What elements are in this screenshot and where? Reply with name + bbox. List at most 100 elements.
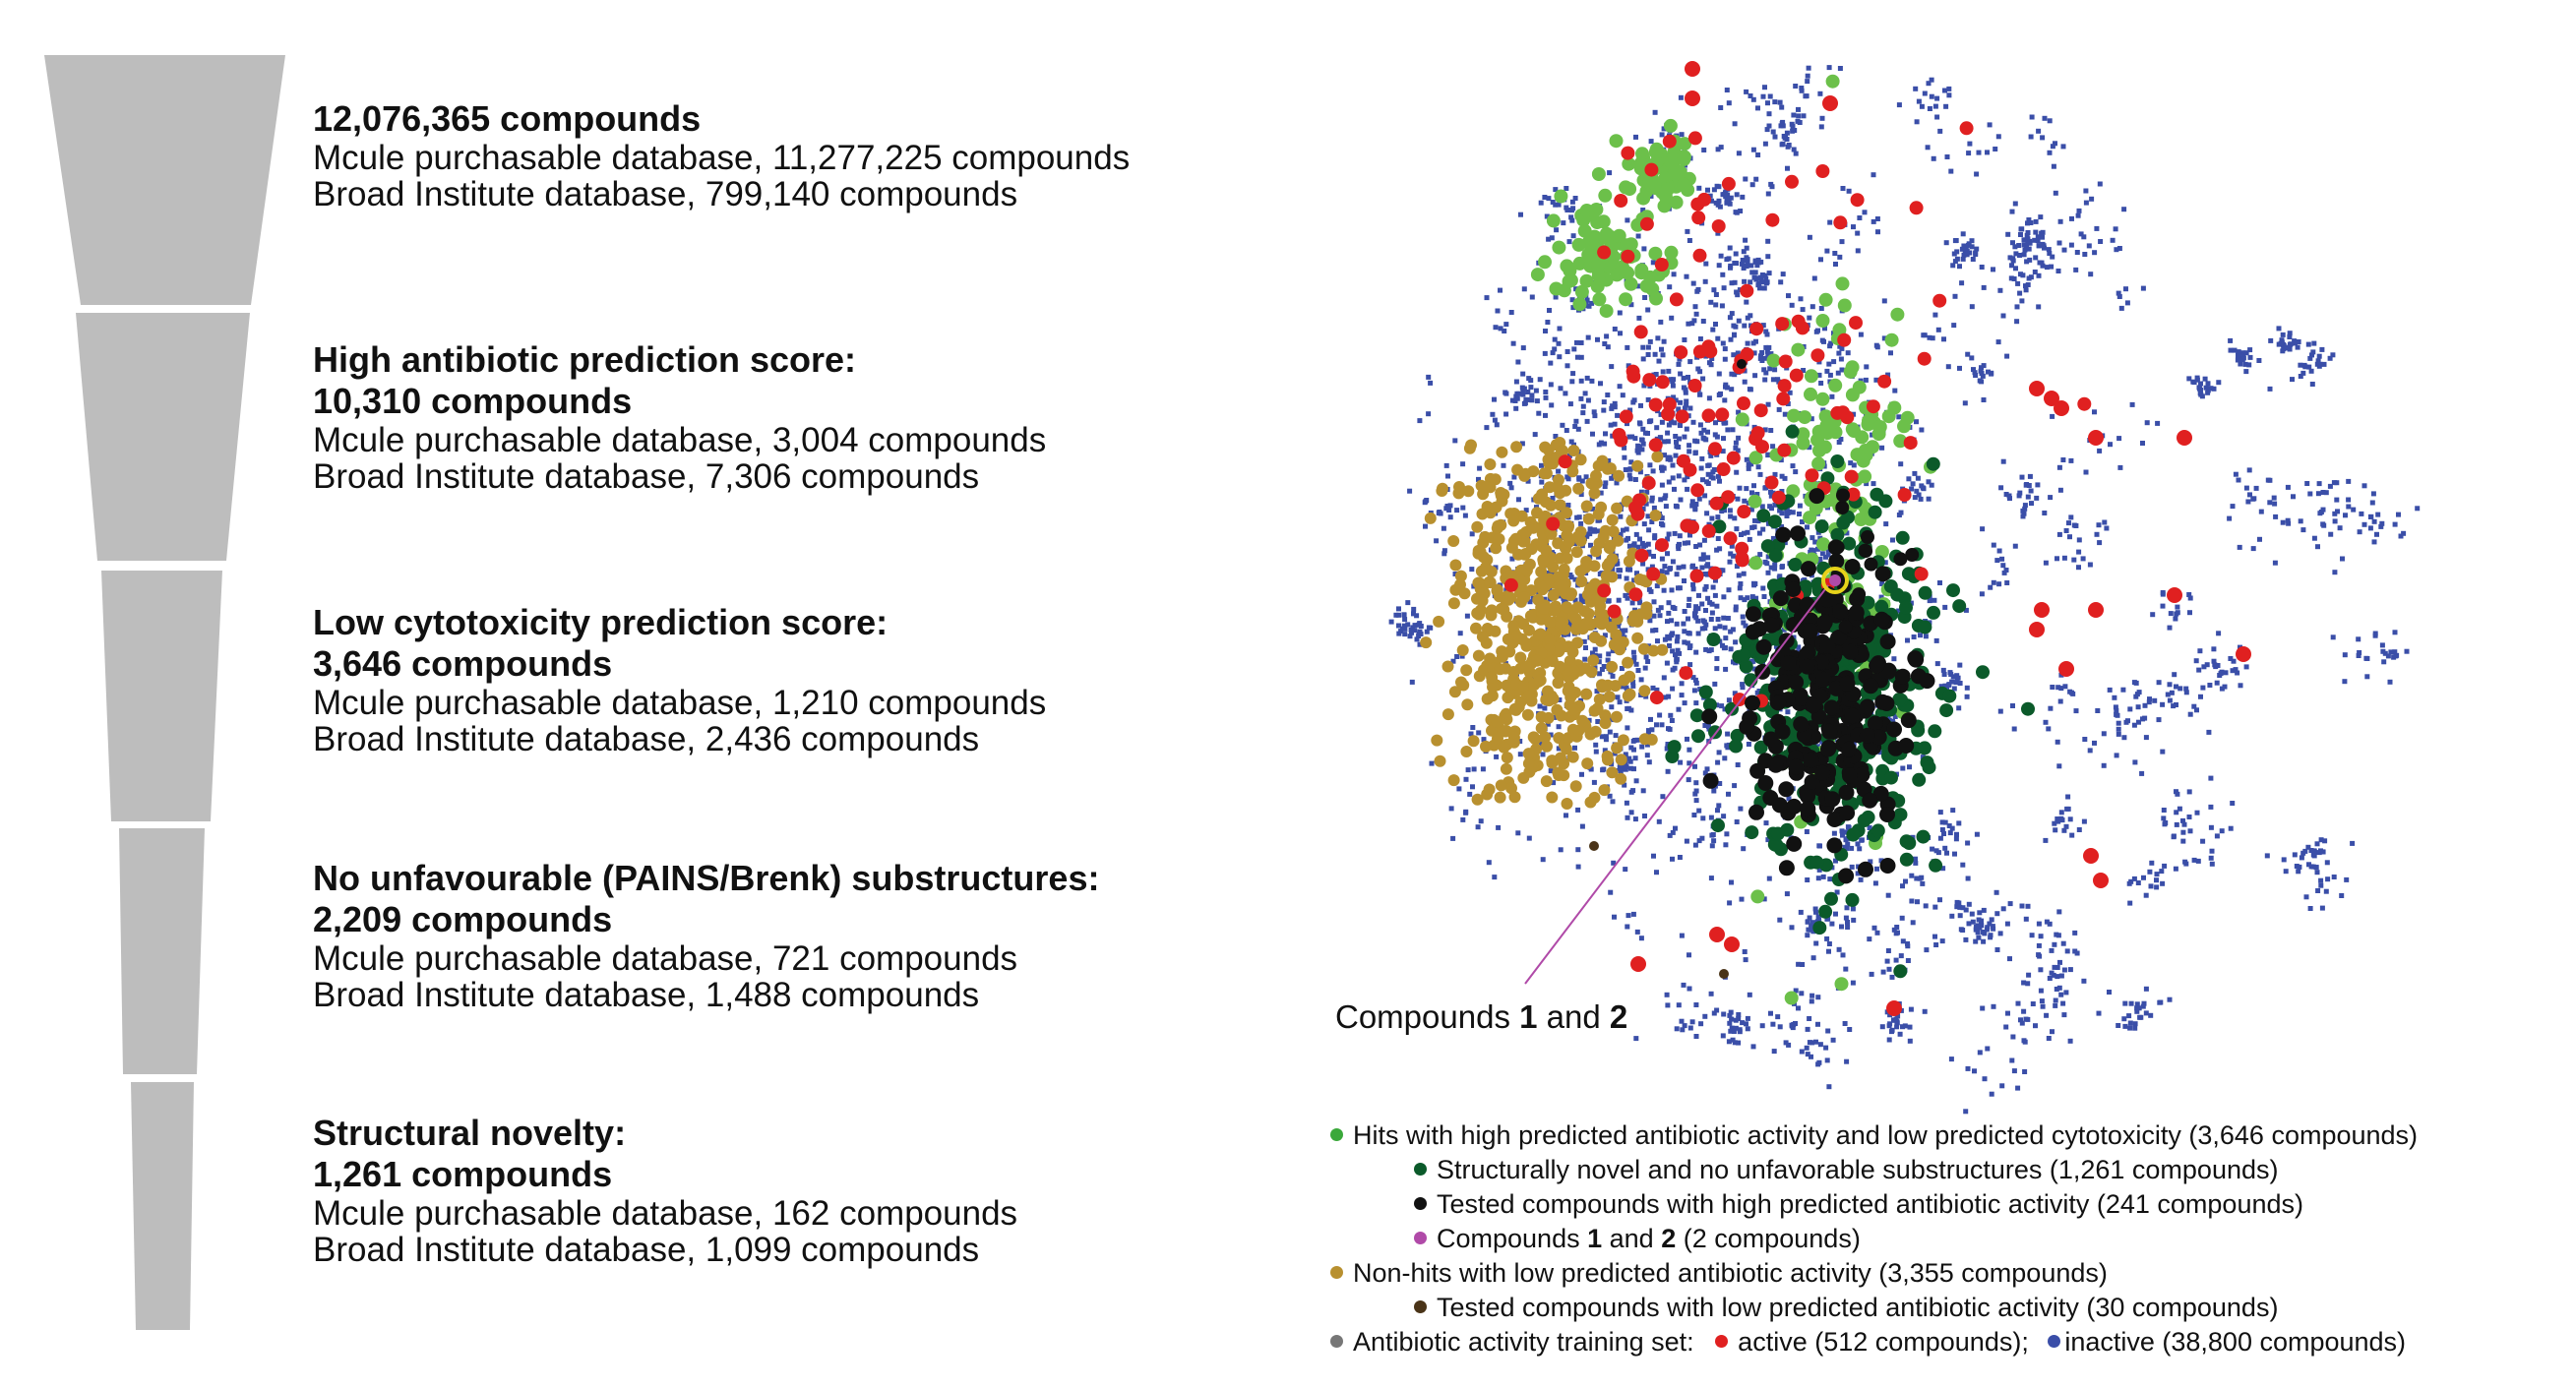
novel-point (1814, 519, 1829, 534)
inactive-point (1839, 345, 1845, 351)
inactive-point (1758, 353, 1763, 359)
active-point (1721, 176, 1736, 191)
inactive-point (1693, 649, 1699, 655)
inactive-point (2127, 900, 2133, 906)
inactive-point (1578, 378, 1584, 384)
inactive-point (1603, 480, 1609, 486)
inactive-point (2036, 952, 2042, 958)
nonhit-point (1480, 740, 1492, 753)
inactive-point (1670, 383, 1676, 389)
inactive-point (1523, 396, 1529, 402)
inactive-point (1760, 585, 1766, 591)
inactive-point (1807, 234, 1812, 240)
inactive-point (2147, 869, 2153, 875)
inactive-point (1624, 526, 1629, 532)
inactive-point (1596, 659, 1602, 665)
inactive-point (1772, 566, 1778, 572)
inactive-point (1521, 286, 1527, 292)
inactive-point (1663, 504, 1669, 510)
inactive-point (1954, 677, 1960, 683)
inactive-point (1388, 619, 1394, 625)
inactive-point (2322, 838, 2328, 844)
inactive-point (1818, 124, 1824, 130)
inactive-point (1543, 412, 1548, 418)
novel-point (1884, 770, 1898, 785)
novel-point (1667, 740, 1682, 755)
inactive-point (2287, 334, 2293, 339)
inactive-point (2152, 697, 2158, 703)
inactive-point (1717, 478, 1722, 484)
inactive-point (1942, 88, 1947, 93)
inactive-point (1894, 1024, 1900, 1030)
inactive-point (1994, 558, 2000, 564)
inactive-point (1699, 565, 1705, 571)
inactive-point (1640, 356, 1646, 362)
inactive-point (1631, 658, 1637, 664)
inactive-point (1631, 747, 1636, 753)
inactive-point (1761, 594, 1767, 599)
novel-point (1874, 599, 1889, 614)
inactive-point (1735, 350, 1741, 356)
inactive-point (2276, 326, 2282, 332)
hit-point (1858, 469, 1872, 484)
inactive-point (1548, 360, 1554, 366)
inactive-point (1728, 263, 1734, 269)
inactive-point (2010, 703, 2015, 708)
inactive-point (1703, 583, 1709, 589)
inactive-point (2132, 1025, 2138, 1031)
active-point (1726, 451, 1741, 465)
hit-point (1617, 264, 1631, 278)
inactive-point (2327, 483, 2333, 489)
inactive-point (2141, 1000, 2147, 1006)
inactive-point (1658, 319, 1664, 325)
inactive-point (1636, 315, 1642, 321)
inactive-point (1682, 700, 1687, 706)
inactive-point (1855, 841, 1861, 847)
inactive-point (1626, 543, 1632, 549)
inactive-point (1529, 294, 1535, 300)
inactive-point (1966, 921, 1972, 927)
inactive-point (1839, 828, 1845, 834)
inactive-point (1556, 340, 1562, 346)
inactive-point (1653, 628, 1659, 633)
inactive-point (1850, 980, 1856, 986)
inactive-point (2317, 511, 2323, 516)
active-point (1619, 409, 1633, 424)
novel-point (1725, 701, 1739, 716)
active-point (1850, 193, 1865, 208)
inactive-point (1864, 364, 1870, 370)
inactive-point (2265, 477, 2271, 483)
inactive-point (2398, 533, 2404, 539)
inactive-point (1690, 581, 1696, 587)
inactive-point (1637, 536, 1642, 542)
inactive-point (1800, 307, 1806, 313)
inactive-point (2016, 493, 2022, 499)
novel-point (1739, 659, 1753, 674)
inactive-point (2058, 992, 2064, 997)
inactive-point (1706, 395, 1712, 401)
inactive-point (2053, 141, 2057, 147)
stage-4: No unfavourable (PAINS/Brenk) substructu… (313, 858, 1297, 1013)
inactive-point (1552, 714, 1558, 720)
inactive-point (1548, 768, 1554, 774)
inactive-point (1634, 929, 1640, 935)
inactive-point (1589, 300, 1595, 306)
inactive-point (1654, 687, 1660, 693)
inactive-point (1657, 712, 1663, 718)
inactive-point (1765, 453, 1771, 458)
inactive-point (2092, 409, 2097, 415)
inactive-point (2025, 981, 2031, 987)
nonhit-point (1471, 793, 1484, 806)
inactive-point (1735, 292, 1741, 298)
nonhit-point (1492, 519, 1504, 532)
inactive-point (2340, 556, 2345, 562)
inactive-point (1829, 921, 1835, 927)
inactive-point (1976, 917, 1982, 923)
inactive-point (1598, 381, 1603, 387)
inactive-point (1490, 411, 1496, 417)
inactive-point (2156, 717, 2162, 723)
inactive-point (2323, 888, 2329, 894)
inactive-point (1969, 244, 1975, 250)
inactive-point (1716, 263, 1722, 269)
nonhit-point (1478, 664, 1491, 677)
